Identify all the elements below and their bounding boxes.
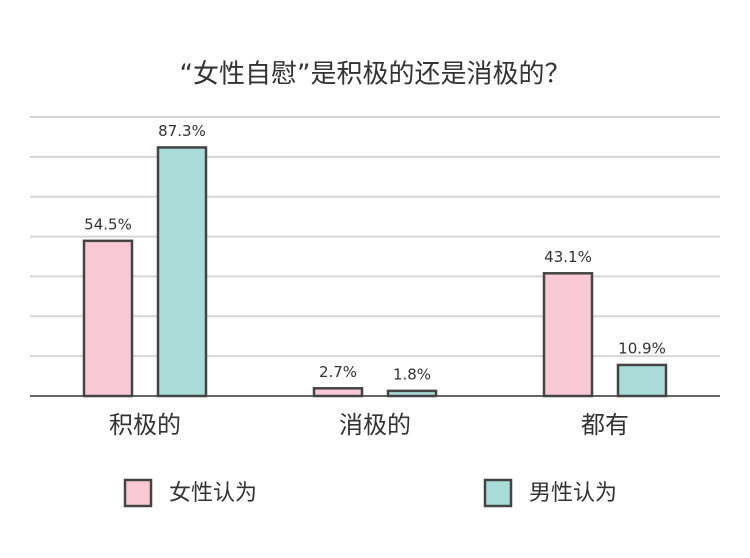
bar [312, 387, 364, 398]
bar [386, 389, 438, 398]
bar [542, 272, 594, 398]
value-label: 2.7% [319, 363, 357, 381]
x-tick-label: 都有 [581, 411, 629, 439]
bar [156, 146, 208, 398]
legend-swatch [483, 478, 513, 508]
value-label: 10.9% [618, 339, 666, 357]
bar [616, 363, 668, 398]
x-tick-label: 积极的 [109, 411, 181, 439]
legend-label: 男性认为 [529, 481, 617, 506]
x-tick-label: 消极的 [339, 411, 411, 439]
bar [82, 239, 134, 398]
value-label: 43.1% [544, 248, 592, 266]
chart-title: “女性自慰”是积极的还是消极的？ [180, 60, 571, 90]
value-label: 1.8% [393, 365, 431, 383]
value-label: 54.5% [84, 215, 132, 233]
legend-swatch [123, 478, 153, 508]
value-label: 87.3% [158, 122, 206, 140]
legend-label: 女性认为 [169, 481, 257, 506]
